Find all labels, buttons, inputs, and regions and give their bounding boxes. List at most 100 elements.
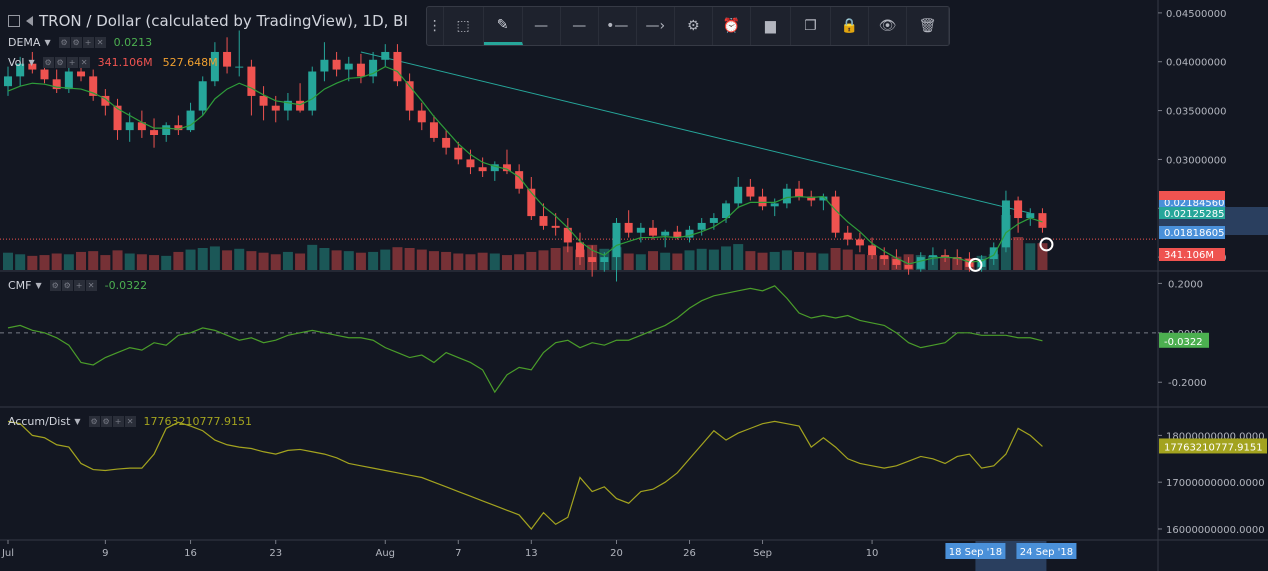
volume-bar: [550, 248, 561, 270]
dema-legend[interactable]: DEMA ▼ ⚙ ⚙ + ✕ 0.0213: [8, 36, 152, 49]
close-icon[interactable]: ✕: [94, 37, 106, 48]
volume-bar: [514, 254, 525, 270]
time-highlight-label: 18 Sep '18: [949, 547, 1002, 558]
gear-icon[interactable]: ⚙: [58, 37, 70, 48]
candle-body: [186, 110, 195, 131]
volume-bar: [428, 251, 439, 270]
trash-icon[interactable]: 🗑: [907, 7, 949, 45]
volume-bar: [684, 250, 695, 270]
cmf-legend-name: CMF: [8, 279, 32, 292]
close-icon[interactable]: ✕: [78, 57, 90, 68]
candle-body: [770, 203, 779, 207]
candle-body: [807, 196, 816, 201]
gear-icon[interactable]: ⚙: [675, 7, 713, 45]
volume-bar: [331, 250, 342, 270]
settings-icon[interactable]: ⚙: [100, 416, 112, 427]
legend-controls: ⚙ ⚙ + ✕: [49, 280, 97, 291]
candle-body: [442, 137, 451, 148]
volume-bar: [635, 254, 646, 270]
volume-bar: [721, 246, 732, 270]
volume-bar: [441, 251, 452, 270]
template-icon[interactable]: ▆: [751, 7, 791, 45]
dema-legend-value: 0.0213: [113, 36, 153, 49]
close-icon[interactable]: ✕: [124, 416, 136, 427]
layout-square-icon[interactable]: [8, 15, 20, 27]
volume-bar: [88, 251, 99, 270]
clone-icon[interactable]: ❐: [791, 7, 831, 45]
chevron-down-icon[interactable]: ▼: [35, 281, 42, 290]
gear-icon[interactable]: ⚙: [42, 57, 54, 68]
candle-body: [734, 186, 743, 204]
settings-icon[interactable]: ⚙: [54, 57, 66, 68]
plus-icon[interactable]: +: [66, 57, 78, 68]
volume-bar: [623, 253, 634, 270]
line-style-icon[interactable]: —: [523, 7, 561, 45]
flag-icon[interactable]: [26, 16, 33, 26]
close-icon[interactable]: ✕: [85, 280, 97, 291]
ad-current-label-bg: [1159, 438, 1267, 454]
volume-bar: [416, 249, 427, 270]
drag-handle-icon[interactable]: ⋮: [427, 7, 444, 45]
gear-icon[interactable]: ⚙: [88, 416, 100, 427]
candle-body: [393, 51, 402, 82]
candle-body: [490, 164, 499, 172]
volume-bar: [76, 251, 87, 270]
line-width-icon[interactable]: —: [561, 7, 599, 45]
candle-body: [795, 188, 804, 197]
candle-body: [515, 171, 524, 189]
price-axis-label-bg: [1159, 191, 1225, 200]
volume-bar: [745, 251, 756, 270]
candle-body: [868, 245, 877, 256]
chevron-down-icon[interactable]: ▼: [28, 58, 35, 67]
candle-body: [527, 188, 536, 217]
dema-line: [7, 65, 1043, 265]
ad-tick-label: 16000000000.0000: [1166, 525, 1265, 536]
time-tick-label: 23: [269, 548, 282, 559]
lock-icon[interactable]: 🔒: [831, 7, 869, 45]
candle-body: [247, 66, 256, 96]
volume-bar: [830, 248, 841, 270]
volume-bar: [562, 246, 573, 270]
settings-icon[interactable]: ⚙: [61, 280, 73, 291]
vol-legend[interactable]: Vol ▼ ⚙ ⚙ + ✕ 341.106M 527.648M: [8, 56, 218, 69]
volume-bar: [940, 256, 951, 270]
candle-body: [417, 110, 426, 123]
cmf-legend[interactable]: CMF ▼ ⚙ ⚙ + ✕ -0.0322: [8, 279, 147, 292]
candle-body: [332, 59, 341, 70]
selection-icon[interactable]: ⬚: [444, 7, 484, 45]
line-dots-icon[interactable]: •—: [599, 7, 637, 45]
volume-bar: [112, 250, 123, 270]
candle-body: [782, 188, 791, 204]
gear-icon[interactable]: ⚙: [49, 280, 61, 291]
chevron-down-icon[interactable]: ▼: [44, 38, 51, 47]
time-tick-label: 9: [102, 548, 108, 559]
candle-body: [880, 255, 889, 260]
vol-legend-value: 341.106M: [97, 56, 153, 69]
chevron-down-icon[interactable]: ▼: [74, 417, 81, 426]
candle-body: [125, 122, 134, 131]
price-tick-label: 0.03000000: [1166, 155, 1226, 166]
candle-body: [466, 159, 475, 168]
alert-icon[interactable]: ⏰: [713, 7, 751, 45]
price-axis-label-bg: [1159, 207, 1225, 219]
price-tick-label: 0.04500000: [1166, 9, 1226, 20]
chart-title: TRON / Dollar (calculated by TradingView…: [8, 12, 408, 30]
volume-bar: [867, 255, 878, 270]
eye-icon[interactable]: 👁: [869, 7, 907, 45]
volume-bar: [3, 252, 13, 270]
plus-icon[interactable]: +: [112, 416, 124, 427]
time-tick-label: Jul: [1, 548, 14, 559]
ad-legend[interactable]: Accum/Dist ▼ ⚙ ⚙ + ✕ 17763210777.9151: [8, 415, 252, 428]
candle-body: [320, 59, 329, 72]
settings-icon[interactable]: ⚙: [70, 37, 82, 48]
ad-tick-label: 18000000000.0000: [1166, 431, 1265, 442]
marker-circle: [968, 257, 983, 272]
pencil-icon[interactable]: ✎: [483, 7, 523, 45]
plus-icon[interactable]: +: [73, 280, 85, 291]
plus-icon[interactable]: +: [82, 37, 94, 48]
line-end-icon[interactable]: —›: [637, 7, 675, 45]
price-axis-label: 0.02125285: [1164, 209, 1224, 220]
volume-bar: [124, 253, 135, 270]
